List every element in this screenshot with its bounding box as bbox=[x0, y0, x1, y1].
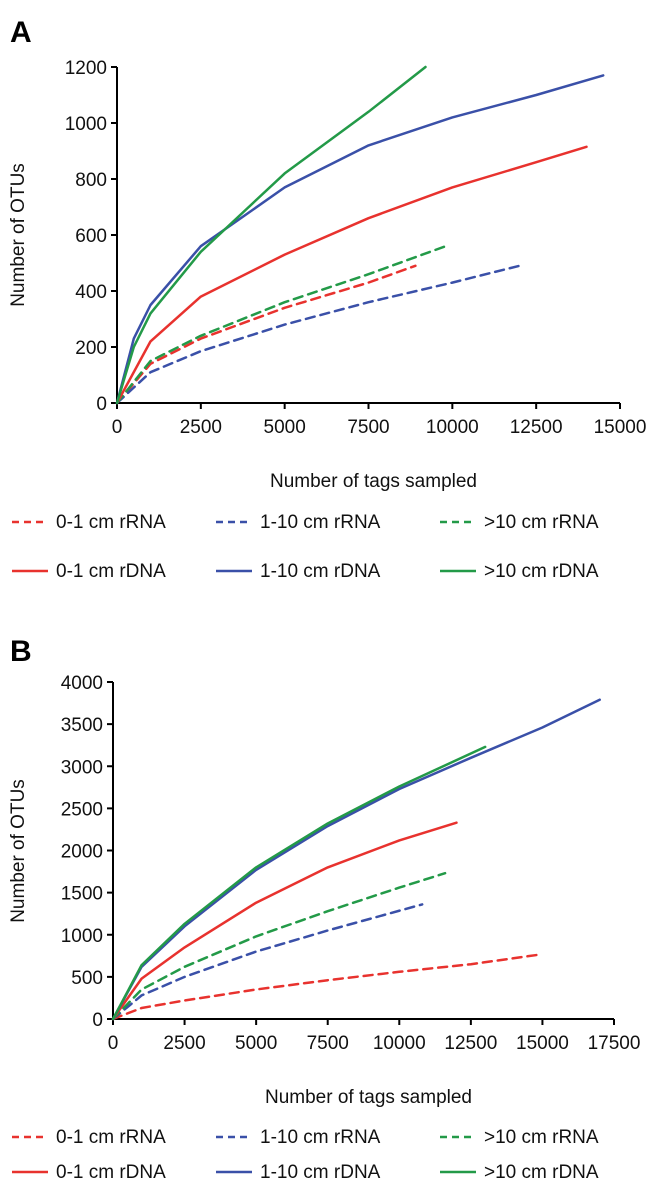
series-line-5 bbox=[115, 65, 427, 405]
y-tick-label: 2000 bbox=[61, 842, 103, 863]
x-tick-label: 2500 bbox=[180, 417, 222, 438]
legend-label: >10 cm rRNA bbox=[484, 512, 599, 533]
x-axis-title: Number of tags sampled bbox=[265, 1087, 472, 1108]
x-tick-label: 12500 bbox=[510, 417, 563, 438]
series-line-0 bbox=[111, 953, 538, 1021]
series-line-0 bbox=[115, 264, 417, 405]
y-tick-label: 1000 bbox=[61, 926, 103, 947]
panel-label: A bbox=[10, 16, 32, 49]
y-tick-label: 1500 bbox=[61, 884, 103, 905]
x-tick-label: 17500 bbox=[588, 1033, 641, 1054]
x-tick-label: 7500 bbox=[307, 1033, 349, 1054]
legend-label: 0-1 cm rRNA bbox=[56, 512, 166, 533]
y-tick-label: 400 bbox=[75, 282, 107, 303]
x-tick-label: 0 bbox=[112, 417, 123, 438]
y-tick-label: 0 bbox=[92, 1010, 103, 1031]
series-line-1 bbox=[115, 264, 521, 405]
legend-label: 1-10 cm rRNA bbox=[260, 1127, 381, 1148]
legend-label: 0-1 cm rRNA bbox=[56, 1127, 166, 1148]
y-tick-label: 4000 bbox=[61, 673, 103, 694]
chart-panel-b: B 0 500 1000 1500 2000 2500 3000 3500 4000 0 2500 50… bbox=[8, 635, 640, 1183]
y-tick-label: 1200 bbox=[65, 58, 107, 79]
x-tick-label: 0 bbox=[108, 1033, 119, 1054]
x-tick-label: 10000 bbox=[426, 417, 479, 438]
y-tick-label: 500 bbox=[71, 968, 103, 989]
legend-label: >10 cm rDNA bbox=[484, 561, 599, 582]
series-line-3 bbox=[111, 821, 458, 1021]
legend-label: >10 cm rRNA bbox=[484, 1127, 599, 1148]
panel-label: B bbox=[10, 635, 32, 668]
legend-label: 1-10 cm rDNA bbox=[260, 1162, 381, 1183]
legend-label: >10 cm rDNA bbox=[484, 1162, 599, 1183]
x-tick-label: 15000 bbox=[594, 417, 647, 438]
series-line-5 bbox=[111, 745, 487, 1021]
series-line-4 bbox=[115, 74, 605, 405]
x-tick-label: 10000 bbox=[373, 1033, 426, 1054]
series-line-1 bbox=[111, 903, 424, 1021]
series-line-2 bbox=[115, 244, 447, 405]
legend-label: 0-1 cm rDNA bbox=[56, 1162, 166, 1183]
x-axis-title: Number of tags sampled bbox=[270, 471, 477, 492]
y-tick-label: 3000 bbox=[61, 757, 103, 778]
series-line-4 bbox=[111, 698, 601, 1021]
y-axis-title: Number of OTUs bbox=[8, 163, 29, 307]
legend-label: 1-10 cm rRNA bbox=[260, 512, 381, 533]
x-tick-label: 5000 bbox=[264, 417, 306, 438]
x-tick-label: 15000 bbox=[516, 1033, 569, 1054]
y-tick-label: 600 bbox=[75, 226, 107, 247]
series-line-3 bbox=[115, 145, 588, 405]
y-tick-label: 1000 bbox=[65, 114, 107, 135]
y-tick-label: 0 bbox=[96, 394, 107, 415]
x-tick-label: 2500 bbox=[163, 1033, 205, 1054]
x-tick-label: 7500 bbox=[347, 417, 389, 438]
y-tick-label: 200 bbox=[75, 338, 107, 359]
series-line-2 bbox=[111, 871, 447, 1021]
legend-label: 0-1 cm rDNA bbox=[56, 561, 166, 582]
x-tick-label: 12500 bbox=[444, 1033, 497, 1054]
y-tick-label: 2500 bbox=[61, 799, 103, 820]
y-tick-label: 800 bbox=[75, 170, 107, 191]
legend-label: 1-10 cm rDNA bbox=[260, 561, 381, 582]
chart-panel-a: A 0 200 400 600 800 1000 1200 0 2500 5000 7500 10000… bbox=[8, 16, 646, 582]
x-tick-label: 5000 bbox=[235, 1033, 277, 1054]
y-tick-label: 3500 bbox=[61, 715, 103, 736]
y-axis-title: Number of OTUs bbox=[8, 779, 29, 923]
